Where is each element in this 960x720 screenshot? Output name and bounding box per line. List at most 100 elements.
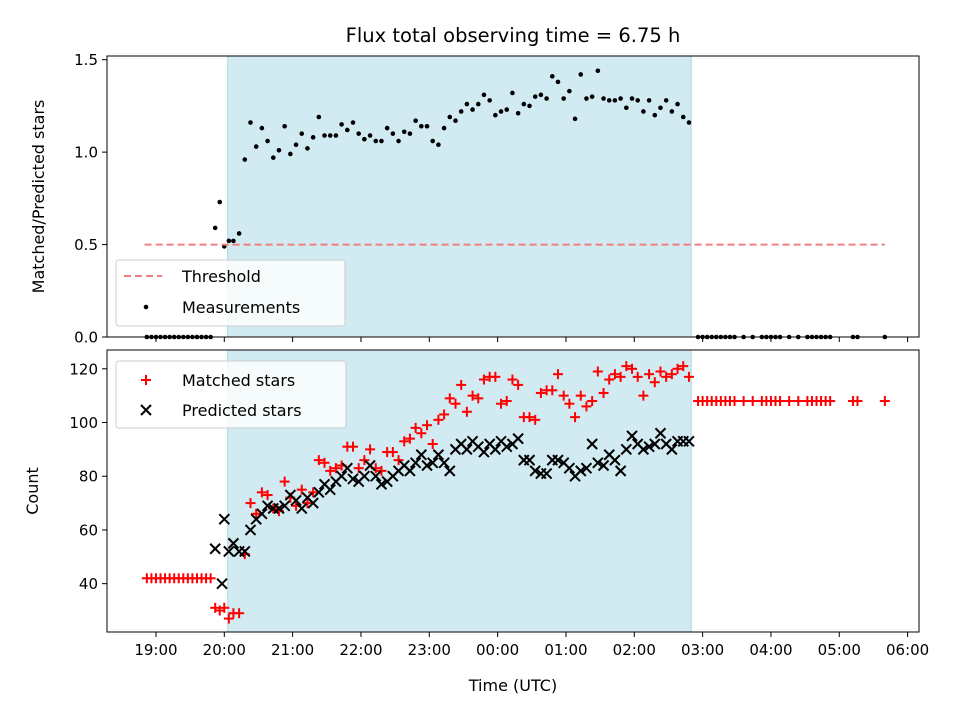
x-tick-label: 01:00 bbox=[544, 641, 587, 659]
predicted-point bbox=[227, 537, 240, 550]
measurement-point bbox=[270, 155, 276, 160]
matched-point bbox=[302, 498, 313, 509]
x-tick-label: 03:00 bbox=[681, 641, 724, 659]
matched-point bbox=[313, 455, 324, 466]
predicted-point bbox=[432, 449, 445, 461]
matched-point bbox=[308, 487, 319, 498]
measurement-point bbox=[282, 123, 287, 129]
matched-point bbox=[433, 414, 444, 425]
predicted-point bbox=[478, 446, 490, 458]
matched-point bbox=[587, 396, 598, 407]
matched-point bbox=[621, 361, 632, 372]
matched-point bbox=[535, 387, 546, 398]
measurement-point bbox=[350, 120, 356, 125]
matched-point bbox=[513, 379, 524, 390]
predicted-point bbox=[643, 440, 655, 453]
matched-point bbox=[399, 436, 410, 447]
predicted-point bbox=[218, 513, 231, 525]
measurement-point bbox=[658, 105, 663, 111]
measurement-point bbox=[595, 68, 601, 74]
measurement-point bbox=[407, 131, 413, 136]
measurement-point bbox=[567, 88, 572, 94]
bottom-y-tick-label: 120 bbox=[69, 360, 98, 378]
measurement-point bbox=[521, 101, 527, 107]
measurement-point bbox=[288, 151, 293, 157]
matched-point bbox=[325, 465, 336, 476]
x-tick-label: 22:00 bbox=[339, 641, 382, 659]
matched-point bbox=[729, 396, 740, 407]
predicted-point bbox=[580, 462, 593, 474]
measurement-point bbox=[396, 138, 401, 144]
predicted-point bbox=[444, 465, 456, 477]
bottom-y-tick-label: 100 bbox=[69, 414, 98, 432]
measurement-point bbox=[487, 98, 492, 103]
matched-point bbox=[410, 422, 421, 433]
measurement-point bbox=[401, 129, 407, 135]
measurement-point bbox=[606, 98, 612, 103]
top-y-axis-label: Matched/Predicted stars bbox=[29, 100, 48, 294]
matched-point bbox=[205, 573, 216, 584]
measurement-point bbox=[601, 96, 606, 101]
measurement-point bbox=[212, 225, 218, 231]
matched-point bbox=[575, 390, 586, 401]
measurement-point bbox=[458, 109, 464, 114]
matched-point bbox=[638, 390, 649, 401]
legend-measurements-label: Measurements bbox=[182, 298, 300, 317]
measurement-point bbox=[538, 92, 544, 98]
matched-point bbox=[672, 363, 683, 374]
top-y-tick-label: 1.0 bbox=[74, 144, 98, 162]
matched-point bbox=[456, 379, 467, 390]
measurement-point bbox=[436, 142, 441, 148]
matched-point bbox=[598, 387, 609, 398]
measurement-point bbox=[236, 231, 242, 236]
measurement-point bbox=[316, 114, 322, 120]
legend-predicted-label: Predicted stars bbox=[182, 401, 302, 420]
legend-cross-mark bbox=[140, 404, 152, 416]
bottom-y-axis-label: Count bbox=[23, 467, 42, 515]
measurement-point bbox=[464, 101, 470, 107]
predicted-point bbox=[273, 502, 285, 515]
matched-point bbox=[793, 396, 804, 407]
matched-point bbox=[825, 396, 836, 407]
measurement-point bbox=[549, 74, 555, 79]
matched-point bbox=[852, 396, 863, 407]
top-y-tick-label: 0.0 bbox=[74, 329, 98, 347]
measurement-point bbox=[612, 98, 618, 103]
legend-measurements-swatch bbox=[143, 304, 149, 310]
measurement-point bbox=[242, 157, 248, 162]
predicted-point bbox=[540, 467, 553, 480]
measurement-point bbox=[447, 114, 453, 120]
matched-point bbox=[570, 412, 581, 423]
matched-point bbox=[775, 396, 786, 407]
x-tick-label: 00:00 bbox=[476, 641, 519, 659]
measurement-point bbox=[481, 92, 487, 98]
predicted-point bbox=[626, 430, 638, 442]
top-panel: 0.0 0.5 1.0 1.5 Flux total observing time =… bbox=[29, 24, 920, 347]
measurement-point bbox=[510, 90, 515, 96]
bottom-legend: Matched stars Predicted stars bbox=[115, 360, 347, 429]
matched-point bbox=[444, 393, 455, 404]
predicted-point bbox=[512, 432, 524, 445]
predicted-point bbox=[461, 443, 473, 456]
measurement-point bbox=[624, 105, 629, 111]
measurement-point bbox=[532, 94, 538, 99]
measurement-point bbox=[276, 147, 282, 153]
predicted-point bbox=[592, 457, 604, 469]
measurement-point bbox=[367, 133, 373, 138]
matched-point bbox=[879, 396, 890, 407]
predicted-point bbox=[244, 524, 257, 536]
matched-point bbox=[632, 371, 643, 382]
matched-point bbox=[353, 463, 364, 474]
matched-point bbox=[604, 374, 615, 385]
bottom-y-tick-label: 40 bbox=[79, 575, 98, 593]
measurement-point bbox=[453, 118, 458, 124]
matched-point bbox=[319, 457, 330, 468]
matched-point bbox=[784, 396, 795, 407]
x-tick-label: 21:00 bbox=[271, 641, 314, 659]
predicted-point bbox=[609, 454, 621, 466]
matched-point bbox=[530, 414, 541, 425]
matched-point bbox=[223, 613, 234, 624]
predicted-stars-points bbox=[209, 427, 695, 590]
predicted-point bbox=[256, 508, 268, 520]
predicted-point bbox=[614, 465, 627, 477]
